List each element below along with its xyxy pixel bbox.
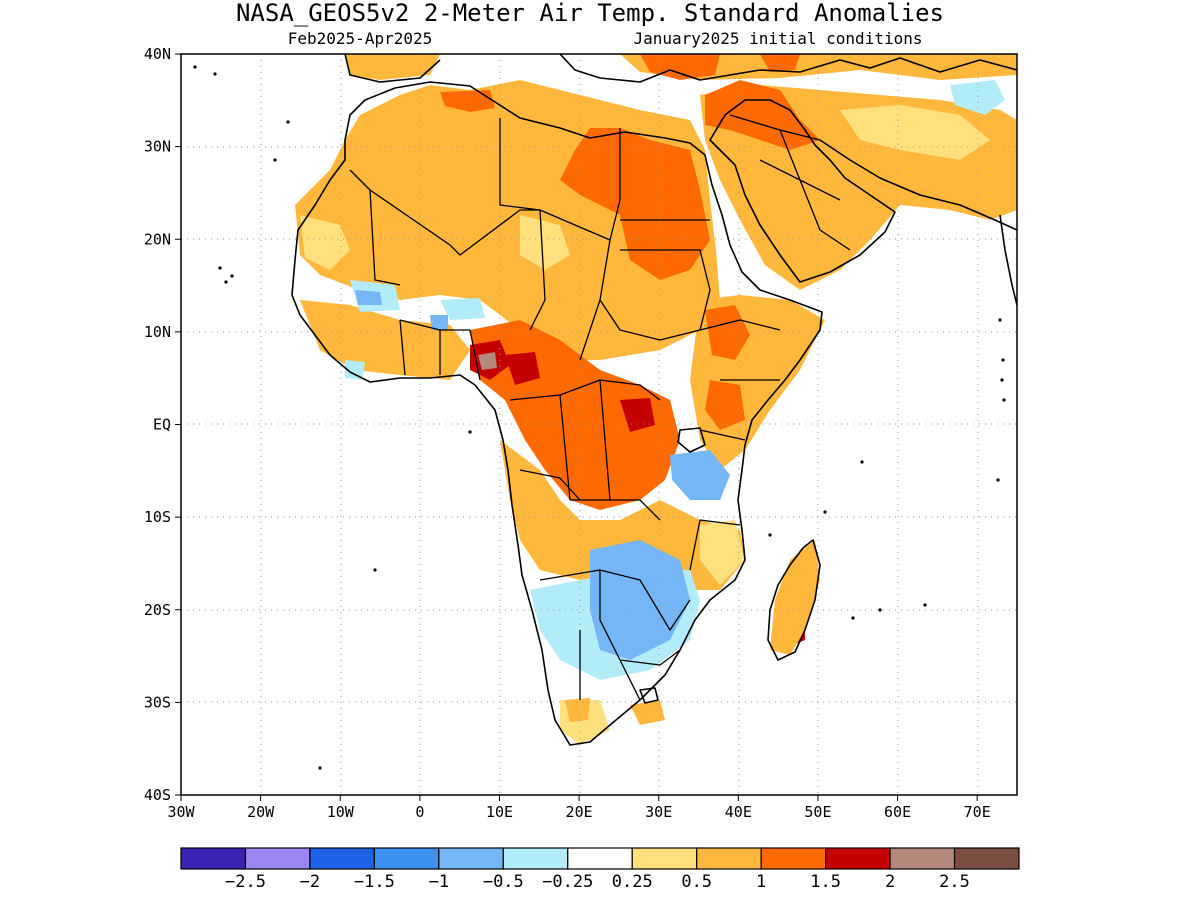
anomaly-light-1: [300, 105, 990, 270]
anomaly-west-africa: [300, 300, 470, 380]
legend-label: 2: [885, 872, 895, 892]
lon-tick-label: 30E: [645, 803, 672, 821]
legend-swatch: [760, 847, 827, 870]
legend-swatch: [309, 847, 375, 870]
lon-tick-label: 10W: [327, 803, 355, 821]
lat-tick-label: EQ: [153, 416, 171, 434]
anomaly-egypt: [560, 128, 710, 280]
lake-victoria: [677, 427, 706, 453]
anomaly-central: [500, 440, 745, 590]
lon-tick-label: 30W: [167, 803, 195, 821]
lon-tick-label: 60E: [884, 803, 911, 821]
lon-tick-label: 70E: [964, 803, 991, 821]
lat-tick-label: 30N: [144, 138, 171, 156]
lake-cape: [639, 687, 659, 704]
legend-swatch: [825, 847, 891, 870]
coastlines: [291, 54, 1017, 746]
legend-swatch: [438, 847, 504, 870]
europe-rim: [344, 54, 1017, 83]
lon-tick-label: 20W: [247, 803, 275, 821]
legend-swatch: [244, 847, 311, 870]
legend-label: −2: [300, 872, 320, 892]
initial-conditions: January2025 initial conditions: [634, 29, 923, 48]
anomaly-madagascar: [770, 540, 820, 655]
anomaly-cool-west-mid: [355, 290, 448, 330]
anomaly-cool-south-mid: [590, 540, 690, 660]
lat-tick-label: 10N: [144, 323, 171, 341]
legend-label: 0.5: [681, 872, 712, 892]
anomaly-maghreb: [440, 90, 495, 112]
islands: [193, 65, 1006, 770]
map-title: NASA_GEOS5v2 2-Meter Air Temp. Standard …: [236, 0, 944, 27]
map-panel: [181, 54, 1017, 795]
legend-swatch: [180, 847, 247, 870]
lat-tick-label: 20N: [144, 230, 171, 248]
country-borders: [349, 114, 851, 701]
legend-swatch: [889, 847, 956, 870]
legend-swatch: [696, 847, 762, 870]
longitude-axis: 30W 20W 10W 0 10E 20E 30E 40E 50E 60E 70E: [167, 795, 991, 821]
color-legend: −2.5 −2 −1.5 −1 −0.5 −0.25 0.25 0.5 1 1.5 2 2.5: [180, 847, 1020, 892]
legend-label: −0.5: [483, 872, 524, 892]
lat-tick-label: 40S: [144, 786, 171, 804]
legend-label: 2.5: [939, 872, 970, 892]
legend-swatch: [373, 847, 440, 870]
legend-label: 1: [756, 872, 766, 892]
legend-label: −1.5: [354, 872, 395, 892]
legend-label: 1.5: [810, 872, 841, 892]
madagascar-coastline: [767, 539, 821, 661]
anomaly-cape: [565, 698, 665, 725]
lat-tick-label: 40N: [144, 45, 171, 63]
anomaly-light-2: [560, 520, 745, 745]
latitude-axis: 40N 30N 20N 10N EQ 10S 20S 30S 40S: [144, 45, 181, 804]
lon-tick-label: 0: [415, 803, 424, 821]
arabia-coastline: [709, 99, 896, 283]
lat-tick-label: 20S: [144, 601, 171, 619]
lon-tick-label: 10E: [486, 803, 513, 821]
legend-label: −2.5: [225, 872, 266, 892]
legend-label: −1: [429, 872, 449, 892]
legend-label: 0.25: [612, 872, 653, 892]
anomaly-hot-1: [470, 340, 805, 650]
legend-swatch: [953, 847, 1020, 870]
legend-swatch: [567, 847, 633, 870]
lon-tick-label: 40E: [725, 803, 752, 821]
lon-tick-label: 20E: [566, 803, 593, 821]
lon-tick-label: 50E: [804, 803, 831, 821]
africa-coastline: [291, 81, 823, 746]
legend-swatch: [502, 847, 569, 870]
anomaly-field: [295, 54, 1017, 745]
india-coast: [999, 214, 1017, 306]
anomaly-cool-iran: [950, 80, 1005, 115]
lat-tick-label: 10S: [144, 508, 171, 526]
forecast-period: Feb2025-Apr2025: [288, 29, 433, 48]
legend-swatch: [631, 847, 698, 870]
lat-tick-label: 30S: [144, 693, 171, 711]
legend-label: −0.25: [542, 872, 593, 892]
persian-coast: [819, 139, 1017, 231]
anomaly-cool-east: [670, 450, 730, 500]
